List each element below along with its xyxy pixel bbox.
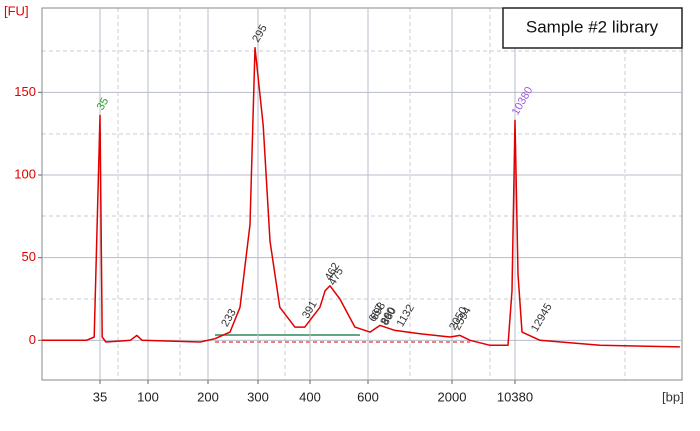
x-tick-label: 100 (137, 389, 159, 404)
y-tick-label: 50 (22, 249, 36, 264)
x-tick-label: 10380 (497, 389, 533, 404)
x-tick-label: 300 (247, 389, 269, 404)
x-tick-label: 600 (357, 389, 379, 404)
title-box (502, 7, 683, 49)
x-tick-label: 35 (93, 389, 107, 404)
y-tick-label: 100 (14, 166, 36, 181)
x-axis-label: [bp] (662, 389, 684, 404)
y-tick-label: 150 (14, 84, 36, 99)
y-tick-label: 0 (29, 332, 36, 347)
x-tick-label: 200 (197, 389, 219, 404)
peak-label: 35 (95, 96, 112, 113)
y-axis-label: [FU] (4, 3, 29, 18)
plot-frame (41, 7, 683, 381)
x-tick-label: 2000 (438, 389, 467, 404)
chart-title: Sample #2 library (526, 17, 659, 36)
minor-grid (42, 8, 682, 380)
trace (42, 46, 680, 348)
x-tick-label: 400 (299, 389, 321, 404)
